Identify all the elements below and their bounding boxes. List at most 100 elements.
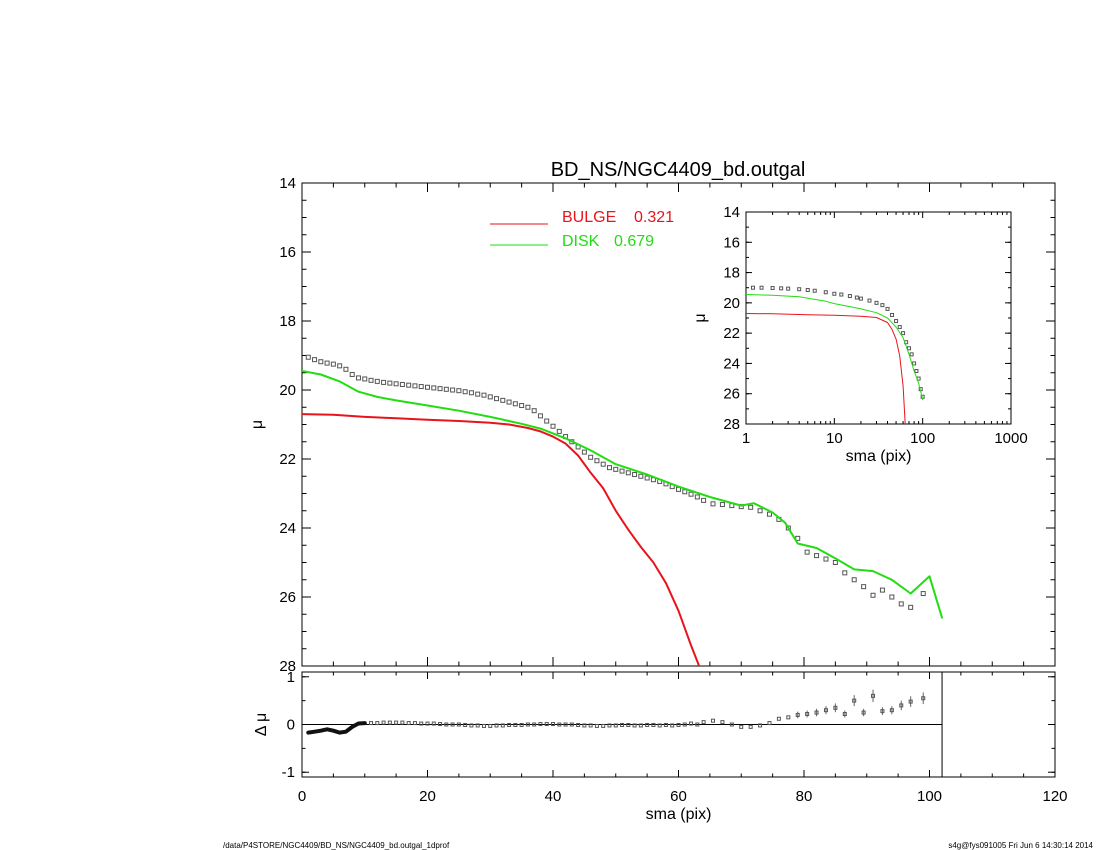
main-point bbox=[594, 458, 600, 464]
main-point bbox=[766, 511, 772, 517]
main-ytick-label: 18 bbox=[279, 313, 296, 330]
chart-title: BD_NS/NGC4409_bd.outgal bbox=[551, 159, 806, 181]
main-point bbox=[406, 382, 412, 388]
residual-point bbox=[425, 721, 430, 726]
inset-point bbox=[812, 288, 817, 293]
residual-point bbox=[475, 723, 480, 728]
main-point bbox=[748, 504, 754, 510]
inset-point bbox=[750, 285, 755, 290]
residual-xtick-label: 0 bbox=[298, 788, 306, 805]
main-point bbox=[832, 560, 838, 565]
main-point bbox=[694, 494, 700, 500]
inset-plot: 1 10 100 1000 14 16 18 20 22 24 26 28 μ sma (pix) bbox=[692, 204, 1028, 465]
main-point bbox=[619, 468, 625, 474]
residual-point bbox=[469, 723, 474, 728]
residual-ylabel: Δ μ bbox=[253, 713, 270, 736]
residual-point bbox=[588, 723, 593, 728]
inset-ytick-label: 28 bbox=[723, 416, 740, 433]
residual-point bbox=[513, 722, 518, 727]
inset-xtick-label: 10 bbox=[826, 430, 843, 447]
inset-xtick-label: 100 bbox=[910, 430, 935, 447]
residual-point bbox=[711, 718, 716, 723]
residual-xtick-label: 100 bbox=[917, 788, 942, 805]
residual-point bbox=[525, 722, 530, 727]
residual-point bbox=[663, 722, 668, 727]
residual-point bbox=[899, 703, 904, 708]
residual-point bbox=[823, 708, 828, 713]
legend-disk-name: DISK bbox=[562, 233, 600, 250]
main-point bbox=[701, 497, 707, 503]
main-point bbox=[318, 359, 324, 365]
main-point bbox=[374, 378, 380, 384]
main-point bbox=[613, 466, 619, 472]
main-point bbox=[556, 428, 562, 434]
main-series-bulge bbox=[302, 413, 701, 666]
inset-point bbox=[805, 287, 810, 292]
residual-point bbox=[695, 722, 700, 727]
residual-point bbox=[739, 724, 744, 729]
residual-point bbox=[852, 698, 857, 703]
inset-point bbox=[786, 286, 791, 291]
residual-point bbox=[444, 722, 449, 727]
inset-xlabel: sma (pix) bbox=[846, 448, 912, 465]
inset-point bbox=[912, 361, 917, 366]
main-ytick-label: 26 bbox=[279, 589, 296, 606]
residual-point bbox=[607, 723, 612, 728]
residual-point bbox=[450, 722, 455, 727]
inset-ylabel: μ bbox=[692, 313, 709, 322]
inset-xtick-label: 1 bbox=[742, 430, 750, 447]
main-point bbox=[889, 594, 895, 600]
main-point bbox=[823, 556, 829, 562]
residual-point bbox=[670, 723, 675, 728]
main-ytick-label: 22 bbox=[279, 451, 296, 468]
residual-point bbox=[729, 722, 734, 727]
residual-point bbox=[786, 715, 791, 720]
residual-point bbox=[394, 720, 399, 725]
main-point bbox=[475, 391, 481, 397]
main-point bbox=[468, 390, 474, 396]
residual-point bbox=[551, 722, 555, 727]
inset-ytick-label: 16 bbox=[723, 234, 740, 251]
main-point bbox=[898, 601, 904, 607]
main-point bbox=[512, 401, 518, 407]
main-point bbox=[387, 380, 393, 386]
residual-xtick-label: 120 bbox=[1042, 788, 1067, 805]
inset-point bbox=[797, 287, 802, 292]
residual-point bbox=[701, 720, 706, 725]
residual-point bbox=[921, 696, 926, 701]
legend-disk-value: 0.679 bbox=[614, 233, 654, 250]
inset-point bbox=[832, 291, 837, 296]
inset-point bbox=[839, 292, 844, 297]
residual-series-residual_curve bbox=[306, 721, 367, 735]
residual-point bbox=[431, 721, 436, 726]
residual-point bbox=[632, 723, 637, 728]
footer-stamp: s4g@fys091005 Fri Jun 6 14:30:14 2014 bbox=[948, 841, 1093, 850]
residual-point bbox=[776, 716, 781, 721]
legend: BULGE 0.321 DISK 0.679 bbox=[490, 209, 674, 250]
main-point bbox=[544, 418, 550, 424]
main-point bbox=[842, 570, 848, 576]
residual-point bbox=[456, 722, 461, 727]
main-point bbox=[355, 375, 361, 381]
residual-point bbox=[748, 724, 753, 729]
main-point bbox=[368, 377, 374, 383]
residual-point bbox=[842, 712, 847, 716]
main-point bbox=[343, 366, 349, 372]
main-ylabel: μ bbox=[249, 420, 266, 429]
main-point bbox=[506, 399, 512, 405]
inset-ytick-label: 20 bbox=[723, 295, 740, 312]
main-point bbox=[437, 386, 443, 392]
main-point bbox=[305, 354, 311, 360]
main-point bbox=[349, 371, 355, 377]
main-point bbox=[330, 361, 336, 367]
residual-xtick-label: 20 bbox=[419, 788, 436, 805]
inset-point bbox=[885, 306, 890, 311]
main-point bbox=[431, 385, 437, 391]
residual-point bbox=[375, 721, 380, 726]
inset-ytick-label: 18 bbox=[723, 265, 740, 282]
main-data bbox=[302, 354, 943, 666]
inset-data bbox=[746, 285, 925, 424]
residual-point bbox=[406, 721, 411, 726]
residual-point bbox=[438, 722, 443, 727]
residual-point bbox=[481, 723, 486, 728]
